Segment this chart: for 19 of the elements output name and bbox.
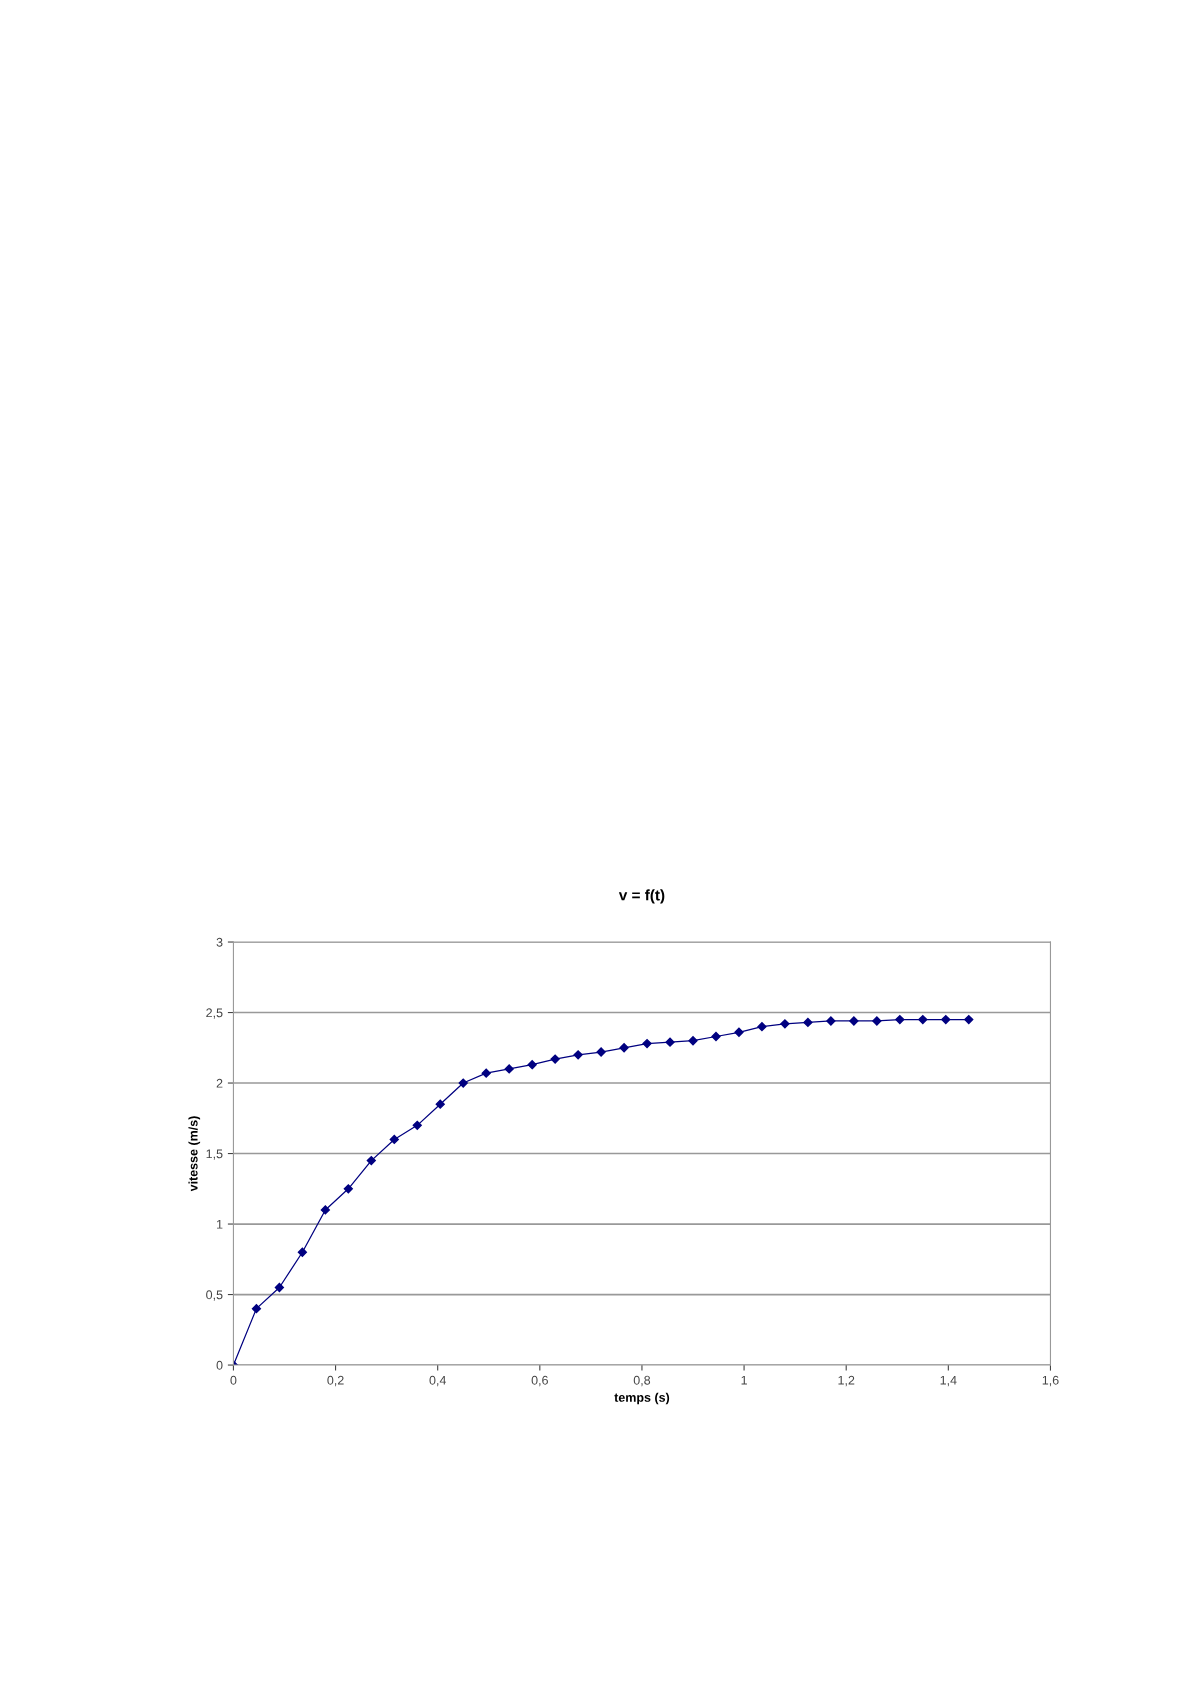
y-axis-title: vitesse (m/s) <box>188 1116 201 1192</box>
x-tick-label: 1,6 <box>1042 1375 1059 1387</box>
x-tick-label: 1,2 <box>838 1375 855 1387</box>
y-tick-label: 3 <box>216 937 223 947</box>
x-tick-label: 0,6 <box>531 1375 548 1387</box>
y-tick-label: 2 <box>216 1078 223 1088</box>
y-tick-label: 2,5 <box>206 1008 223 1019</box>
x-tick-label: 1 <box>741 1375 747 1385</box>
chart-title: v = f(t) <box>618 889 665 904</box>
x-axis-title: temps (s) <box>614 1392 670 1405</box>
y-tick-label: 0,5 <box>206 1290 223 1301</box>
x-tick-label: 0,2 <box>327 1375 344 1387</box>
x-tick-label: 0,8 <box>633 1375 651 1387</box>
y-tick-label: 0 <box>216 1360 223 1370</box>
x-tick-label: 0 <box>230 1375 237 1385</box>
x-tick-label: 1,4 <box>940 1375 957 1387</box>
y-tick-label: 1 <box>217 1219 223 1229</box>
x-tick-label: 0,4 <box>429 1375 447 1387</box>
y-tick-label: 1,5 <box>206 1149 223 1160</box>
